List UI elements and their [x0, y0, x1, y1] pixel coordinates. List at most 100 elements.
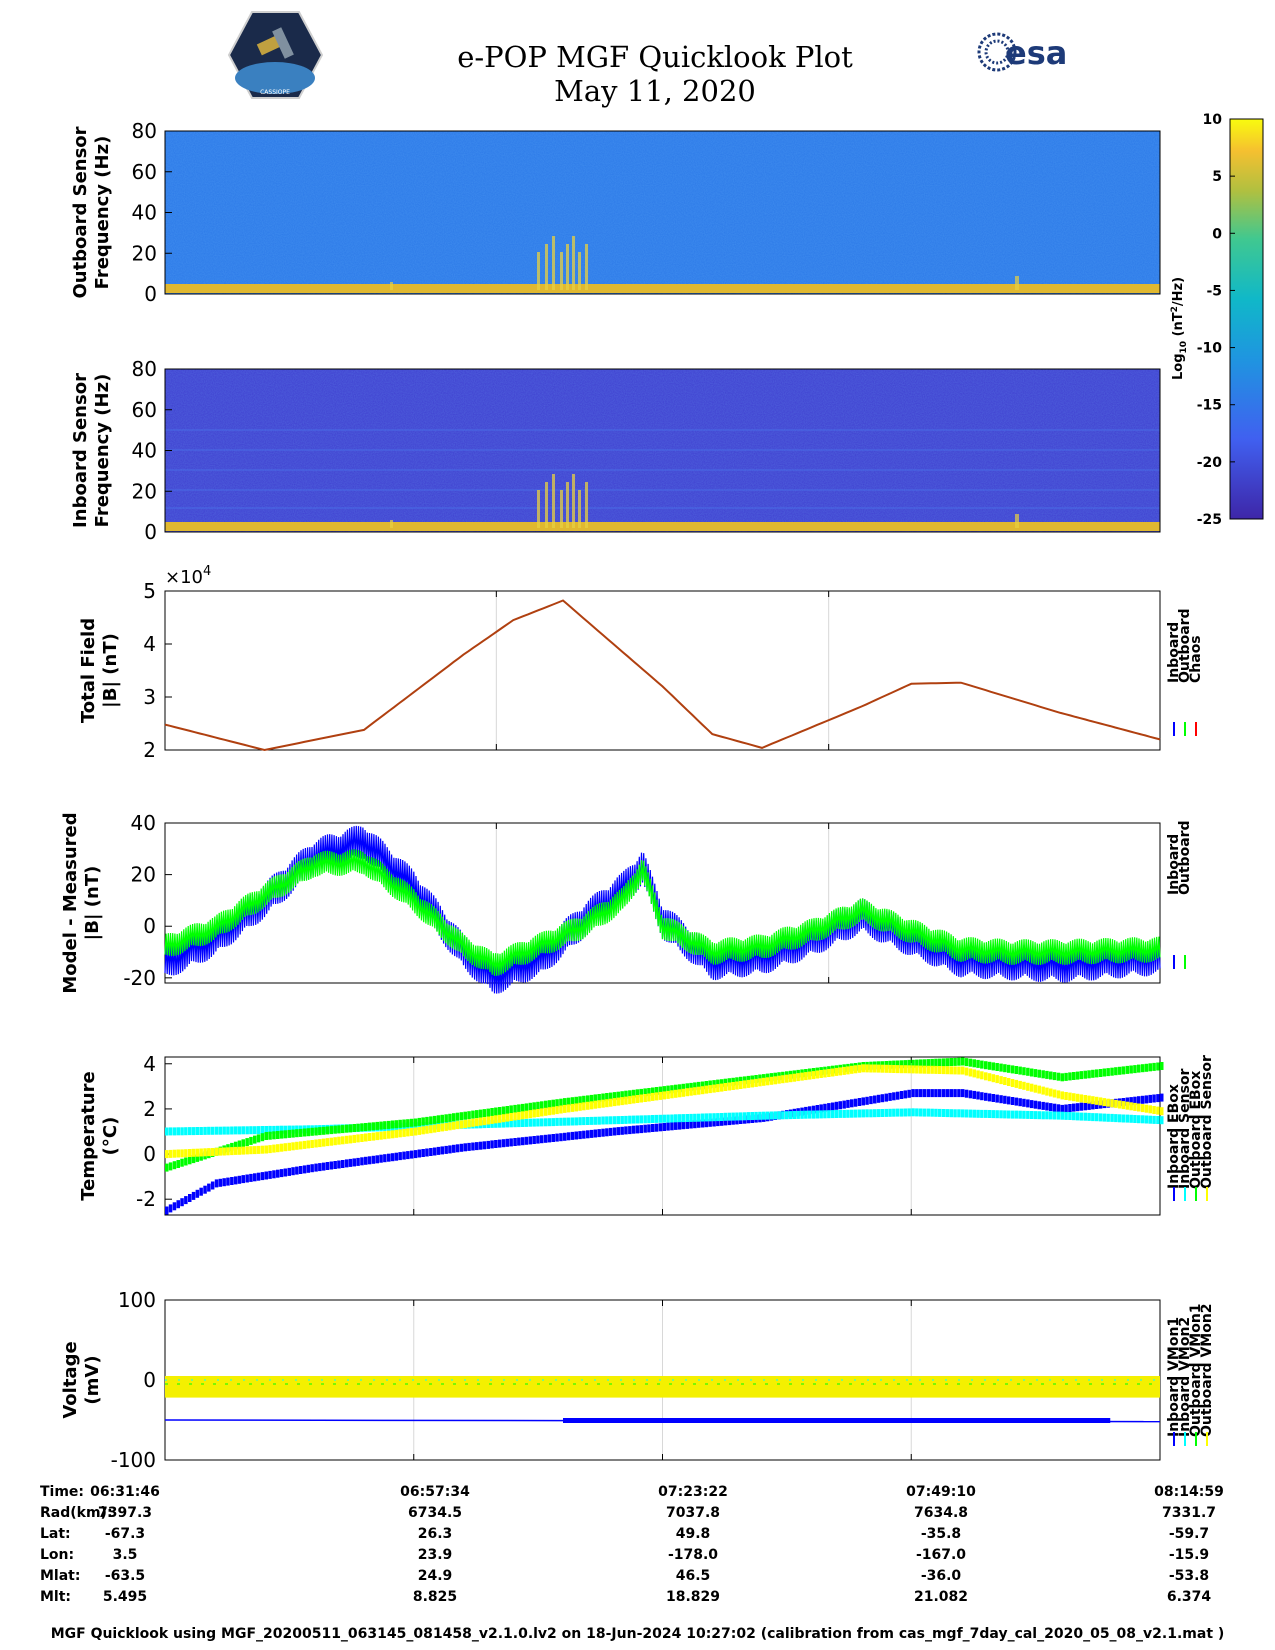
- temp-point: [815, 1070, 820, 1079]
- esa-logo: esa: [975, 30, 1095, 75]
- temp-point: [494, 1140, 498, 1148]
- temp-point: [432, 1147, 437, 1156]
- info-row: Mlt: 5.495 8.825 18.829 21.082 6.374: [30, 1589, 1220, 1610]
- legend-entry: Inboard: [1166, 834, 1182, 895]
- temp-point: [1102, 1098, 1107, 1107]
- temp-point: [486, 1108, 490, 1117]
- temp-point: [352, 1134, 356, 1143]
- temp-point: [781, 1075, 785, 1084]
- temp-point: [490, 1115, 494, 1124]
- temp-point: [934, 1089, 938, 1098]
- temp-point: [272, 1125, 276, 1134]
- temp-point: [188, 1149, 192, 1157]
- temp-point: [742, 1112, 747, 1121]
- temp-point: [387, 1130, 391, 1139]
- colorbar-tick-label: -5: [1206, 283, 1222, 299]
- temp-point: [880, 1064, 885, 1073]
- voltage-y-label-line: Voltage: [60, 1341, 81, 1418]
- temp-point: [256, 1126, 261, 1135]
- burst-streak: [572, 474, 575, 528]
- temp-point: [1137, 1064, 1141, 1073]
- temp-point: [815, 1105, 820, 1113]
- temp-point: [1006, 1096, 1011, 1105]
- temp-point: [926, 1059, 931, 1068]
- inboard-y-label-line: Inboard Sensor: [70, 373, 91, 528]
- temp-point: [291, 1167, 295, 1176]
- temp-point: [658, 1123, 663, 1132]
- temp-point: [620, 1116, 624, 1124]
- series-outboard-vmon2-band: [165, 1376, 1160, 1398]
- temp-point: [555, 1099, 559, 1108]
- temp-point: [1003, 1095, 1007, 1104]
- temp-point: [314, 1163, 318, 1172]
- temp-point: [165, 1206, 169, 1215]
- temp-point: [1064, 1111, 1068, 1120]
- temp-point: [681, 1114, 686, 1123]
- temp-point: [972, 1069, 976, 1078]
- temp-point: [222, 1147, 226, 1156]
- temp-point: [834, 1067, 839, 1076]
- y-tick-label: 80: [132, 119, 157, 143]
- temp-point: [1144, 1095, 1149, 1104]
- colorbar-label: Log10 (nT2/Hz): [1170, 277, 1189, 380]
- temp-point: [528, 1110, 533, 1119]
- temp-point: [850, 1065, 854, 1074]
- legend-label: Inboard: [1166, 834, 1182, 895]
- plot-frame: [164, 822, 1161, 984]
- esa-wordmark: esa: [1005, 34, 1067, 72]
- temp-point: [685, 1120, 689, 1129]
- temp-point: [1033, 1111, 1038, 1120]
- temp-point: [409, 1150, 414, 1159]
- temp-point: [184, 1127, 188, 1136]
- temp-point: [895, 1060, 900, 1069]
- temp-point: [1094, 1101, 1099, 1109]
- temp-point: [739, 1076, 743, 1085]
- temp-point: [1117, 1066, 1122, 1075]
- temp-point: [719, 1113, 724, 1121]
- temp-point: [677, 1121, 682, 1130]
- temp-point: [520, 1103, 525, 1112]
- temp-point: [880, 1094, 885, 1103]
- temp-point: [524, 1110, 529, 1119]
- temp-point: [402, 1151, 406, 1160]
- temp-point: [1148, 1063, 1152, 1072]
- temp-point: [922, 1065, 927, 1074]
- temp-point: [1060, 1073, 1064, 1082]
- temp-point: [1049, 1103, 1053, 1112]
- temp-point: [1129, 1097, 1133, 1106]
- temp-point: [586, 1117, 590, 1125]
- temp-point: [773, 1076, 777, 1085]
- temp-point: [260, 1133, 265, 1142]
- plot-frame: [164, 1056, 1161, 1216]
- temp-point: [165, 1127, 169, 1136]
- temp-point: [1160, 1062, 1164, 1070]
- temp-point: [984, 1061, 988, 1070]
- temp-point: [1087, 1095, 1091, 1104]
- temp-point: [509, 1119, 513, 1128]
- temp-point: [1106, 1098, 1110, 1107]
- temp-point: [176, 1149, 180, 1158]
- temp-point: [735, 1081, 739, 1090]
- temp-point: [325, 1126, 330, 1135]
- temp-point: [643, 1094, 647, 1102]
- temp-point: [1010, 1097, 1015, 1105]
- temp-point: [566, 1097, 571, 1106]
- temp-point: [719, 1079, 724, 1088]
- temp-point: [1029, 1068, 1034, 1077]
- temp-point: [260, 1145, 265, 1154]
- temp-point: [624, 1126, 628, 1135]
- temp-point: [233, 1141, 238, 1150]
- info-row: Lat: -67.3 26.3 49.8 -35.8 -59.7: [30, 1526, 1220, 1547]
- burst-streak: [545, 482, 548, 528]
- temp-point: [696, 1119, 701, 1128]
- info-value: 5.495: [102, 1589, 148, 1605]
- temp-point: [735, 1077, 739, 1086]
- temp-point: [620, 1091, 624, 1100]
- temp-point: [364, 1156, 368, 1165]
- temp-point: [333, 1161, 337, 1169]
- temp-point: [1125, 1065, 1130, 1074]
- temp-point: [995, 1063, 999, 1071]
- temp-point: [1037, 1101, 1041, 1110]
- temp-point: [566, 1104, 571, 1113]
